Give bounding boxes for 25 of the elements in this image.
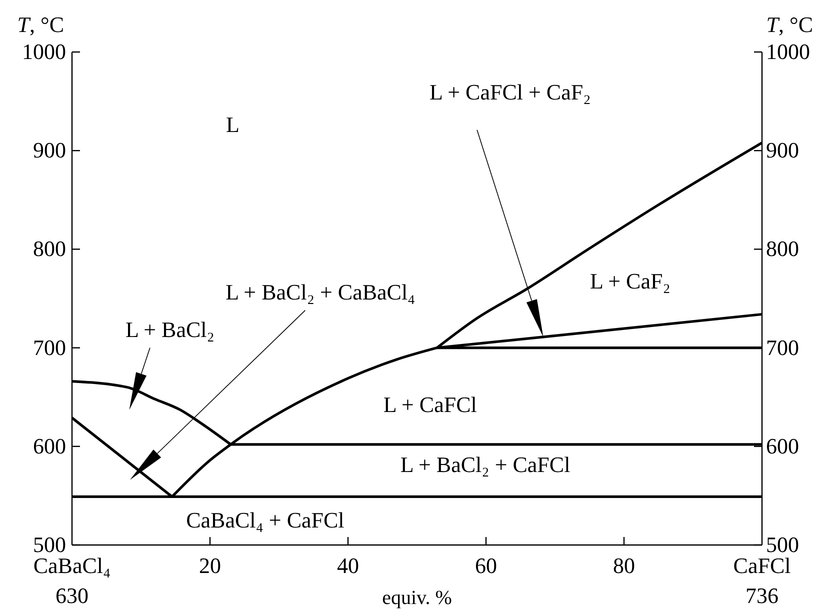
annotation: L + CaFCl + CaF₂ [430,79,591,104]
y-axis-title: T, °C [17,12,64,37]
y-tick-label: 600 [33,433,66,458]
x-axis-title: equiv. % [382,587,452,609]
annotation: CaBaCl₄ + CaFCl [186,507,344,532]
x-tick-label: 20 [199,553,221,578]
y2-tick-label: 1000 [766,39,810,64]
y-tick-label: 700 [33,334,66,360]
y2-tick-label: 900 [766,138,799,163]
annotation: L + CaFCl [383,392,477,417]
y2-tick-label: 600 [766,433,799,458]
x-tick-label: 60 [475,553,497,578]
x-tick-label: 80 [613,553,635,578]
y-tick-label: 800 [33,236,66,262]
y-tick-label: 1000 [22,39,66,64]
annotation: L + CaF₂ [590,268,670,294]
y2-axis-title: T, °C [766,12,813,37]
annotation: L + BaCl₂ [126,317,214,342]
y2-tick-label: 700 [766,334,799,360]
annotation: L [226,112,240,137]
y2-tick-label: 800 [766,236,799,262]
y-tick-label: 900 [33,138,66,163]
annotation: L + BaCl₂ + CaFCl [400,452,570,478]
x-tick-label: 40 [337,553,359,578]
annotation: L + BaCl₂ + CaBaCl₄ [226,280,416,305]
